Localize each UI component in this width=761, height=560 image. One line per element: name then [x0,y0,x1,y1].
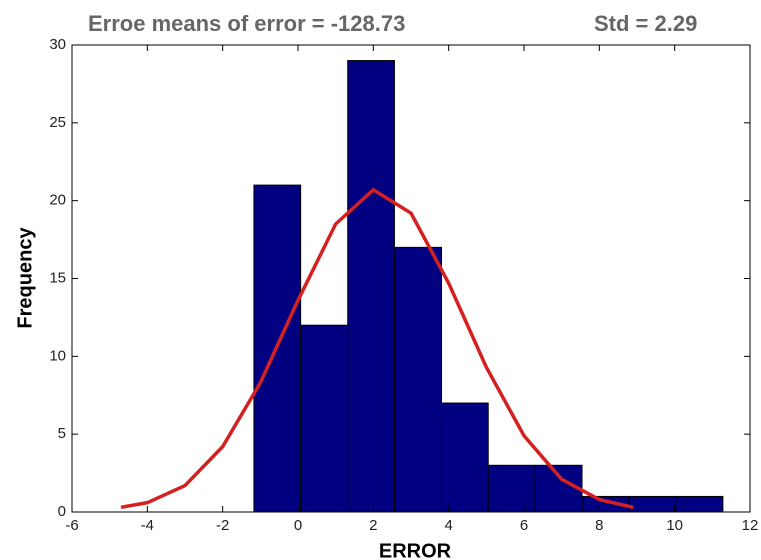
x-tick-label: 8 [595,517,603,534]
y-tick-label: 5 [58,425,66,442]
x-tick-label: -6 [65,517,78,534]
y-tick-label: 15 [49,269,66,286]
y-tick-label: 20 [49,192,66,209]
std-annotation: Std = 2.29 [594,11,697,36]
bar [534,464,583,513]
y-axis-label: Frequency [14,227,36,329]
y-tick-label: 0 [58,503,66,520]
x-tick-label: 12 [742,517,759,534]
chart-title: Erroe means of error = -128.73 [88,11,405,36]
x-tick-label: 4 [444,517,452,534]
fit-curve [120,187,634,510]
y-tick-label: 30 [49,36,66,53]
x-tick-label: 6 [520,517,528,534]
x-tick-label: -4 [141,517,154,534]
bar [487,464,536,513]
bar [441,402,489,513]
x-tick-label: -2 [216,517,229,534]
bar [393,246,443,513]
x-tick-label: 0 [294,517,302,534]
x-tick-label: 2 [369,517,377,534]
x-axis-label: ERROR [379,540,452,560]
y-tick-label: 10 [49,347,66,364]
y-tick-label: 25 [49,114,66,131]
bar [347,60,395,513]
bar [675,495,724,513]
x-tick-label: 10 [666,517,683,534]
bar [628,495,677,513]
bar [300,324,349,513]
